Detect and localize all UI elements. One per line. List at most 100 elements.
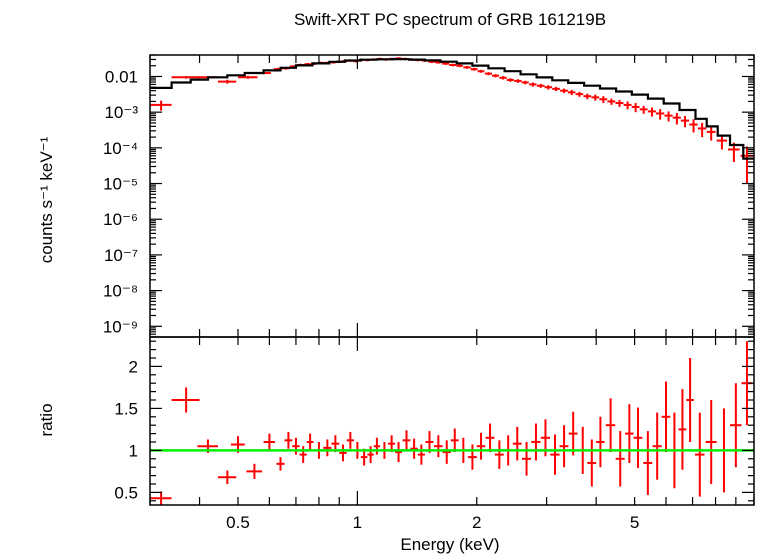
spectrum-model-series [150,58,754,160]
x-tick-label: 2 [472,513,481,532]
x-tick-label: 5 [630,513,639,532]
spectrum-data-point [664,111,673,122]
spectrum-panel: 0.01 10⁻³ 10⁻⁴ 10⁻⁵ 10⁻⁶ 10⁻⁷ 10⁻⁸ 10⁻⁹ [103,54,755,338]
ratio-data-point [433,435,443,458]
ratio-data-point [284,431,293,449]
spectrum-data-point [631,103,640,113]
ratio-data-point [292,437,300,455]
chart-title: Swift-XRT PC spectrum of GRB 161219B [294,10,606,29]
ratio-data-point [559,425,569,468]
ratio-data-series [150,341,753,505]
ratio-data-point [531,423,541,461]
ratio-axes: 0.5 1 2 5 0.5 1 1.5 2 [114,336,755,532]
ratio-data-point [695,412,705,497]
ratio-data-point [494,440,504,469]
spectrum-data-point [716,134,728,150]
spectrum-data-point [529,82,537,87]
y-tick-label: 10⁻³ [104,103,138,122]
spectrum-data-point [575,91,584,97]
ratio-panel: 0.5 1 2 5 0.5 1 1.5 2 [114,336,755,532]
ratio-data-point [367,446,374,463]
ratio-data-point [323,439,332,457]
ratio-data-point [276,457,285,471]
y-tick-label: 1 [129,441,138,460]
ratio-data-point [596,416,605,468]
ratio-data-point [402,430,411,451]
ratio-data-point [246,463,263,479]
ratio-data-point [346,431,354,449]
spectrum-data-point [697,122,707,138]
spectrum-data-point [237,75,258,79]
ratio-data-point [678,389,687,470]
spectrum-data-point [552,86,560,92]
ratio-data-point [410,438,418,459]
ratio-data-point [442,440,451,464]
ratio-data-point [217,470,237,484]
ratio-data-point [299,446,307,463]
ratio-data-point [633,407,643,469]
ratio-data-point [587,439,597,487]
spectrum-data-point [449,63,457,67]
spectrum-data-point [514,79,522,83]
spectrum-data-point [689,119,698,133]
spectrum-data-point [560,88,568,94]
ratio-data-point [339,444,347,462]
y-tick-label: 10⁻⁶ [103,210,138,229]
spectrum-data-point [492,74,499,78]
spectrum-data-point [470,67,478,71]
y-tick-label: 0.01 [105,67,138,86]
y-tick-label: 10⁻⁷ [104,246,138,265]
spectrum-data-point [706,126,716,141]
y-tick-label: 10⁻⁵ [103,175,138,194]
x-axis-label: Energy (keV) [400,535,499,554]
ratio-data-point [306,433,314,451]
ratio-data-point [512,426,522,461]
ratio-data-point [417,444,425,465]
ratio-data-point [395,442,402,463]
ratio-frame [149,336,755,506]
ratio-data-point [705,400,717,484]
spectrum-frame [149,54,755,338]
y-tick-label: 1.5 [114,399,138,418]
y-tick-label: 10⁻⁴ [103,139,138,158]
spectrum-data-point [599,96,608,104]
spectrum-data-point [477,69,485,73]
ratio-data-point [521,442,532,476]
spectrum-data-point [583,93,592,100]
ratio-data-point [550,434,560,475]
ratio-data-point [652,412,662,480]
ratio-data-point [686,358,694,442]
y-tick-label: 2 [129,357,138,376]
ratio-y-axis-label: ratio [37,403,56,436]
ratio-data-point [625,404,634,463]
ratio-data-point [605,398,616,453]
spectrum-data-point [615,99,624,107]
spectrum-data-point [456,64,463,68]
spectrum-data-point [499,76,507,80]
spectrum-data-point [506,78,514,82]
ratio-data-point [661,381,671,453]
spectrum-data-point [607,98,616,105]
spectrum-axes: 0.01 10⁻³ 10⁻⁴ 10⁻⁵ 10⁻⁶ 10⁻⁷ 10⁻⁸ 10⁻⁹ [103,54,755,338]
spectrum-data-point [544,85,552,90]
ratio-data-point [615,431,625,487]
spectrum-data-point [463,66,471,69]
spectrum-data-point [484,72,493,76]
spectrum-data-point [171,76,200,79]
ratio-data-point [450,428,459,453]
spectrum-data-point [655,109,665,120]
ratio-data-point [467,444,477,470]
spectrum-data-point [591,94,600,101]
spectrum-data-point [623,101,632,110]
spectrum-data-point [680,116,690,128]
x-tick-label: 1 [353,513,362,532]
spectrum-data-point [567,89,576,96]
ratio-data-point [373,437,380,455]
y-tick-label: 10⁻⁹ [103,317,138,336]
spectrum-data-point [647,107,656,117]
spectrum-data-point [217,79,237,84]
ratio-data-point [485,423,495,453]
ratio-data-point [568,411,578,456]
spectrum-data-point [521,80,529,85]
